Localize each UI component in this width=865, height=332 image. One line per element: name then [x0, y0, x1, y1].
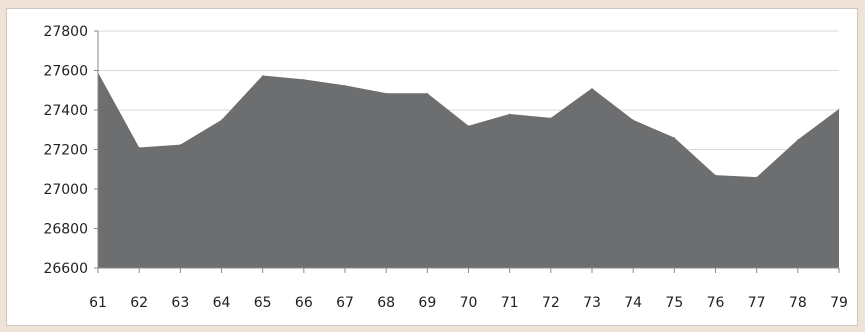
data-point-73: [591, 87, 593, 89]
x-tick-label: 68: [377, 295, 395, 311]
data-point-62: [138, 147, 140, 149]
data-point-64: [221, 119, 222, 121]
data-point-78: [797, 139, 799, 141]
data-point-68: [385, 92, 387, 94]
x-tick-label: 61: [89, 295, 107, 311]
data-point-75: [673, 137, 675, 139]
x-tick-label: 63: [171, 295, 189, 311]
x-tick-label: 76: [707, 295, 725, 311]
x-axis: 61 62 63 64 65 66 67 68 69 70 71 72 73 74 75 76 77 78 79: [89, 267, 848, 311]
data-point-69: [426, 92, 428, 94]
x-tick-label: 62: [130, 295, 148, 311]
data-point-66: [303, 78, 305, 80]
area-fill: [98, 72, 839, 268]
y-tick-label: 27000: [43, 182, 88, 198]
x-tick-label: 64: [213, 295, 231, 311]
data-point-74: [632, 119, 634, 121]
x-tick-label: 73: [583, 295, 601, 311]
y-tick-label: 27200: [43, 143, 88, 159]
x-tick-label: 74: [624, 295, 642, 311]
x-tick-label: 69: [418, 295, 436, 311]
data-point-77: [756, 176, 758, 178]
x-tick-label: 71: [501, 295, 519, 311]
area-series: [97, 71, 840, 268]
y-tick-label: 27600: [43, 64, 88, 80]
data-point-76: [715, 174, 716, 176]
data-point-71: [509, 113, 511, 115]
data-point-79: [838, 108, 840, 110]
y-tick-label: 26800: [43, 222, 88, 238]
x-tick-label: 75: [665, 295, 683, 311]
y-tick-label: 27400: [43, 103, 88, 119]
x-tick-label: 66: [295, 295, 313, 311]
data-point-65: [262, 74, 264, 76]
x-tick-label: 65: [254, 295, 272, 311]
x-tick-label: 77: [748, 295, 766, 311]
data-point-70: [468, 125, 469, 127]
x-tick-label: 70: [460, 295, 478, 311]
data-point-63: [179, 144, 181, 146]
y-tick-label: 27800: [43, 24, 88, 40]
y-axis: 26600 26800 27000 27200 27400 27600 27800: [43, 24, 99, 277]
data-point-72: [550, 117, 552, 119]
x-tick-label: 67: [336, 295, 354, 311]
x-tick-label: 79: [830, 295, 848, 311]
x-tick-label: 78: [789, 295, 807, 311]
data-point-67: [344, 84, 346, 86]
x-tick-label: 72: [542, 295, 560, 311]
y-tick-label: 26600: [43, 261, 88, 277]
